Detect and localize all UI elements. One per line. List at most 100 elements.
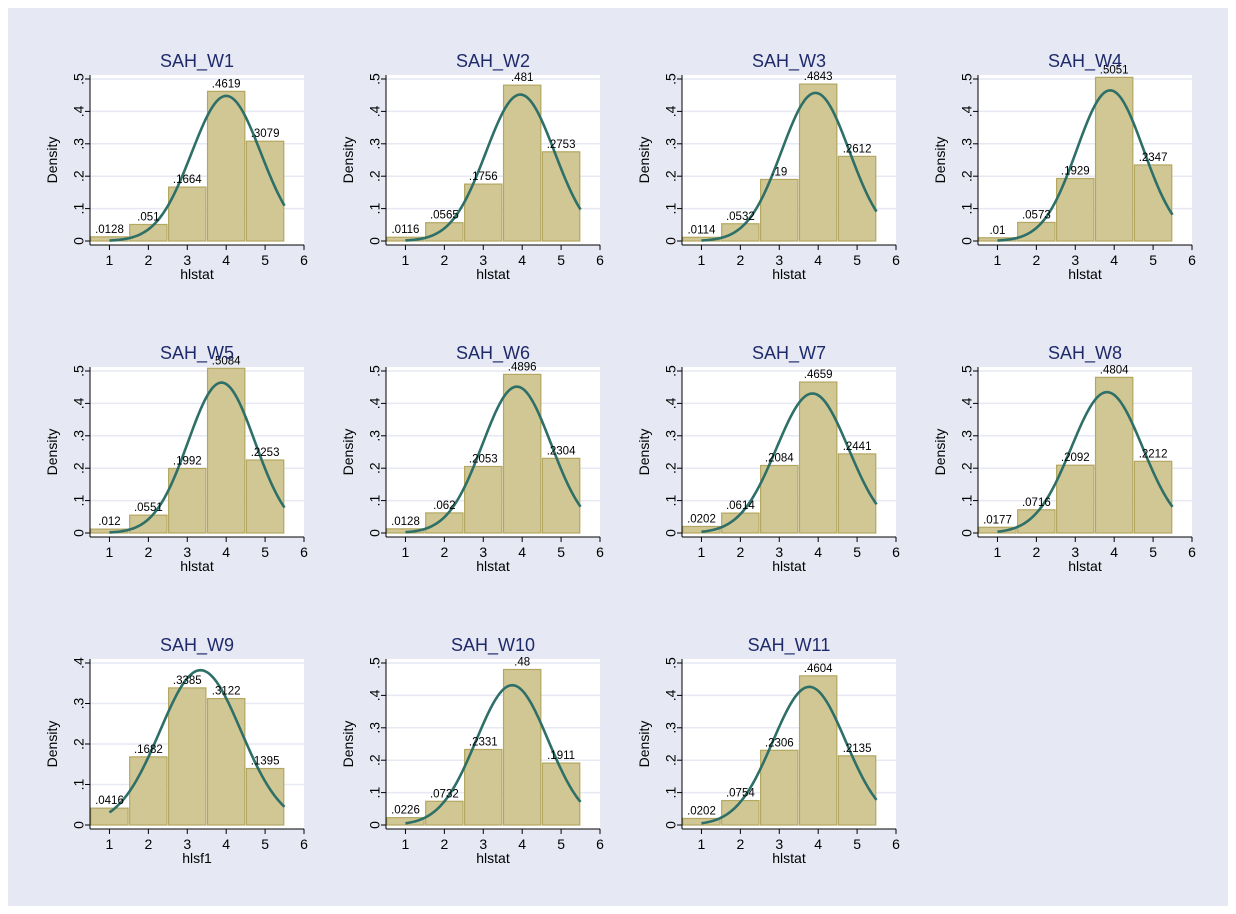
y-axis-label: Density bbox=[44, 721, 60, 768]
bar-value-label: .3079 bbox=[251, 128, 280, 140]
x-axis-label: hlstat bbox=[1068, 266, 1102, 282]
y-tick-label: .2 bbox=[663, 462, 679, 474]
x-tick-label: 6 bbox=[300, 252, 308, 268]
histogram-bar bbox=[978, 526, 1017, 534]
bar-value-label: .062 bbox=[433, 500, 455, 512]
histogram-bar bbox=[1017, 221, 1056, 242]
x-tick-label: 2 bbox=[1032, 252, 1040, 268]
y-tick-label: .4 bbox=[959, 105, 975, 117]
histogram-bar bbox=[206, 90, 246, 242]
y-tick-label: .4 bbox=[367, 397, 383, 409]
x-tick-label: 5 bbox=[853, 544, 861, 560]
histogram-bar bbox=[682, 817, 721, 826]
x-tick-label: 4 bbox=[518, 836, 526, 852]
y-axis-label: Density bbox=[932, 429, 948, 476]
bar-value-label: .0614 bbox=[726, 500, 755, 512]
panel-8: 0 .1 .2 .3 .4 .5 .0177 .0716 .2092 .4804 .2212 1 2 3 4… bbox=[932, 343, 1196, 574]
x-axis-label: hlsf1 bbox=[182, 850, 212, 866]
bar-value-label: .1992 bbox=[173, 455, 202, 467]
x-tick-label: 1 bbox=[106, 836, 114, 852]
x-tick-label: 1 bbox=[994, 252, 1002, 268]
x-tick-label: 3 bbox=[1071, 252, 1079, 268]
x-tick-label: 5 bbox=[1149, 544, 1157, 560]
y-tick-label: .3 bbox=[71, 697, 87, 709]
panel-title: SAH_W2 bbox=[456, 51, 530, 72]
x-tick-label: 3 bbox=[183, 252, 191, 268]
histogram-bar bbox=[760, 464, 799, 534]
x-axis-label: hlstat bbox=[180, 266, 214, 282]
panel-7: 0 .1 .2 .3 .4 .5 .0202 .0614 .2084 .4659 .2441 1 2 3 4… bbox=[636, 343, 900, 574]
y-tick-label: .4 bbox=[71, 657, 87, 669]
x-tick-label: 6 bbox=[300, 544, 308, 560]
x-tick-label: 4 bbox=[814, 836, 822, 852]
bar-value-label: .0128 bbox=[95, 224, 124, 236]
y-tick-label: .4 bbox=[663, 689, 679, 701]
histogram-bar bbox=[464, 465, 503, 534]
y-tick-label: .2 bbox=[367, 170, 383, 182]
bar-value-label: .4843 bbox=[804, 71, 833, 83]
x-tick-label: 6 bbox=[300, 836, 308, 852]
panel-11: 0 .1 .2 .3 .4 .5 .0202 .0754 .2306 .4604 .2135 1 2 3 4… bbox=[636, 635, 900, 866]
x-tick-label: 2 bbox=[736, 252, 744, 268]
y-tick-label: .1 bbox=[959, 203, 975, 215]
bar-value-label: .4896 bbox=[508, 361, 537, 373]
y-tick-label: .5 bbox=[367, 365, 383, 377]
bar-value-label: .0551 bbox=[134, 502, 163, 514]
y-tick-label: .4 bbox=[663, 397, 679, 409]
y-tick-label: .1 bbox=[663, 495, 679, 507]
x-tick-label: 1 bbox=[402, 544, 410, 560]
x-tick-label: 2 bbox=[144, 544, 152, 560]
panel-4: 0 .1 .2 .3 .4 .5 .01 .0573 .1929 .5051 .2347 1 2 3 4 5 6… bbox=[932, 51, 1196, 282]
panel-2: 0 .1 .2 .3 .4 .5 .0116 .0565 .1756 .481 .2753 1 2 3 4 5… bbox=[340, 51, 604, 282]
x-tick-label: 4 bbox=[518, 252, 526, 268]
x-tick-label: 3 bbox=[183, 544, 191, 560]
y-tick-label: .2 bbox=[71, 462, 87, 474]
bar-value-label: .2306 bbox=[765, 737, 794, 749]
y-axis-label: Density bbox=[340, 429, 356, 476]
x-tick-label: 4 bbox=[222, 252, 230, 268]
y-tick-label: 0 bbox=[71, 821, 87, 829]
histogram-bar bbox=[464, 183, 503, 242]
normal-density-curve bbox=[109, 94, 286, 242]
x-tick-label: 1 bbox=[402, 836, 410, 852]
x-axis-label: hlstat bbox=[180, 558, 214, 574]
bar-value-label: .1756 bbox=[469, 171, 498, 183]
y-tick-label: .5 bbox=[959, 365, 975, 377]
bar-value-label: .1929 bbox=[1061, 166, 1090, 178]
x-tick-label: 4 bbox=[814, 544, 822, 560]
y-tick-label: .4 bbox=[71, 105, 87, 117]
histogram-bar bbox=[129, 514, 168, 534]
y-tick-label: 0 bbox=[367, 821, 383, 829]
bar-value-label: .0573 bbox=[1022, 209, 1051, 221]
x-tick-label: 3 bbox=[479, 544, 487, 560]
y-tick-label: .5 bbox=[663, 365, 679, 377]
x-tick-label: 5 bbox=[1149, 252, 1157, 268]
y-tick-label: 0 bbox=[367, 529, 383, 537]
panel-title: SAH_W7 bbox=[752, 343, 826, 364]
bar-value-label: .0226 bbox=[391, 805, 420, 817]
x-tick-label: 2 bbox=[440, 252, 448, 268]
y-tick-label: .5 bbox=[71, 365, 87, 377]
histogram-bar bbox=[798, 675, 838, 826]
bar-value-label: .2135 bbox=[843, 743, 872, 755]
bar-value-label: .2212 bbox=[1139, 448, 1168, 460]
bar-value-label: .0416 bbox=[95, 795, 124, 807]
y-tick-label: .3 bbox=[959, 138, 975, 150]
histogram-bar bbox=[90, 807, 129, 826]
y-tick-label: .4 bbox=[959, 397, 975, 409]
histogram-bar bbox=[386, 817, 425, 826]
x-tick-label: 5 bbox=[557, 544, 565, 560]
y-tick-label: .2 bbox=[71, 170, 87, 182]
x-tick-label: 1 bbox=[698, 544, 706, 560]
bar-value-label: .1911 bbox=[547, 750, 575, 762]
bar-value-label: .2331 bbox=[469, 736, 498, 748]
normal-density-curve bbox=[701, 392, 878, 534]
panel-title: SAH_W10 bbox=[451, 635, 535, 656]
histogram-bar bbox=[502, 668, 542, 826]
y-tick-label: .3 bbox=[959, 430, 975, 442]
histogram-bar bbox=[1094, 76, 1134, 242]
bar-value-label: .2441 bbox=[843, 441, 872, 453]
y-tick-label: .1 bbox=[959, 495, 975, 507]
bar-value-label: .5084 bbox=[212, 355, 241, 367]
